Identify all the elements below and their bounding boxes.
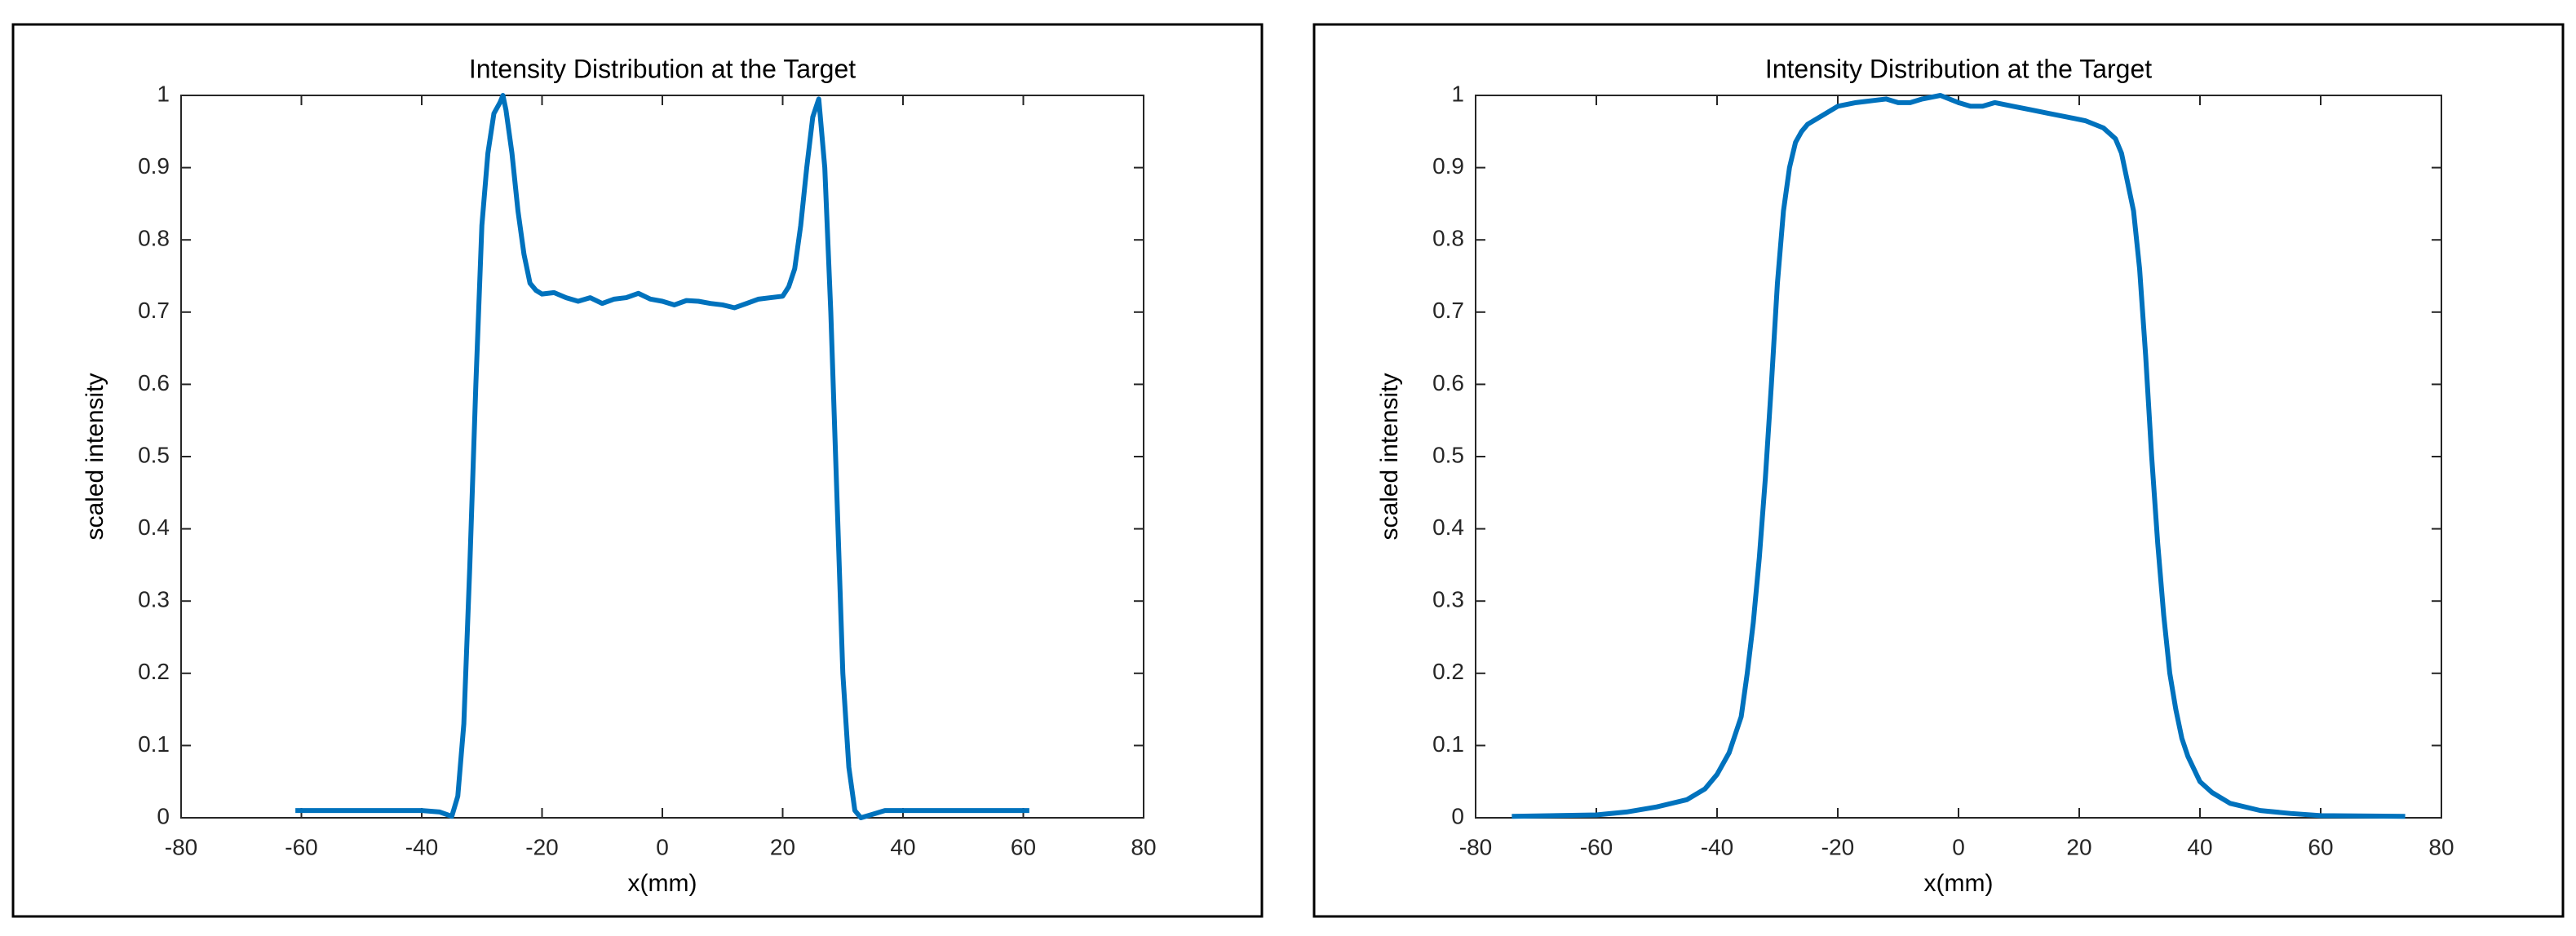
x-tick-label: -80 (1459, 834, 1492, 859)
x-tick-label: -20 (525, 834, 558, 859)
x-tick-label: 20 (770, 834, 795, 859)
axes-box (180, 95, 1144, 819)
y-tick-label: 0.6 (1432, 370, 1464, 395)
panel-border (11, 23, 1264, 918)
y-axis-label: scaled intensity (82, 373, 108, 540)
y-axis-label: scaled intensity (1376, 373, 1403, 540)
y-tick-label: 0.3 (138, 587, 170, 612)
x-tick-label: 60 (1011, 834, 1036, 859)
line (1512, 93, 2406, 819)
y-tick-label: 0.9 (1432, 153, 1464, 179)
x-tick-label: -60 (1580, 834, 1613, 859)
x-tick-label: 80 (1131, 834, 1156, 859)
y-tick-label: 0.5 (1432, 442, 1464, 467)
y-tick-label: 0.8 (138, 226, 170, 251)
y-tick-label: 0.5 (138, 442, 170, 467)
x-tick-label: 20 (2066, 834, 2091, 859)
y-tick-label: 0.1 (138, 731, 170, 757)
y-tick-label: 0.4 (138, 514, 170, 540)
x-tick-label: 40 (2187, 834, 2212, 859)
y-tick-label: 0.4 (1432, 514, 1464, 540)
x-axis-label: x(mm) (628, 870, 697, 897)
x-axis-label: x(mm) (1924, 870, 1994, 897)
y-tick-label: 0 (1451, 803, 1464, 828)
x-tick-label: -40 (1701, 834, 1733, 859)
y-tick-label: 0.1 (1432, 731, 1464, 757)
y-tick-label: 1 (1451, 81, 1464, 106)
y-tick-label: 0 (157, 803, 170, 828)
x-tick-label: -60 (285, 834, 317, 859)
y-tick-label: 0.2 (1432, 659, 1464, 684)
y-tick-label: 0.6 (138, 370, 170, 395)
x-tick-label: -20 (1821, 834, 1854, 859)
x-tick-label: 80 (2428, 834, 2454, 859)
x-tick-label: -80 (165, 834, 197, 859)
y-tick-label: 0.3 (1432, 587, 1464, 612)
y-tick-label: 0.2 (138, 659, 170, 684)
y-tick-label: 0.9 (138, 153, 170, 179)
chart-title: Intensity Distribution at the Target (1765, 54, 2152, 83)
y-tick-label: 0.8 (1432, 226, 1464, 251)
axes-box (1475, 95, 2442, 819)
y-tick-label: 0.7 (138, 298, 170, 323)
y-tick-label: 0.7 (1432, 298, 1464, 323)
x-tick-label: 60 (2308, 834, 2333, 859)
chart-title: Intensity Distribution at the Target (469, 54, 856, 83)
x-tick-label: 0 (656, 834, 669, 859)
panel-border (1312, 23, 2565, 918)
x-tick-label: -40 (405, 834, 438, 859)
x-tick-label: 0 (1952, 834, 1965, 859)
line (295, 93, 1029, 820)
x-tick-label: 40 (890, 834, 915, 859)
y-tick-label: 1 (157, 81, 170, 106)
